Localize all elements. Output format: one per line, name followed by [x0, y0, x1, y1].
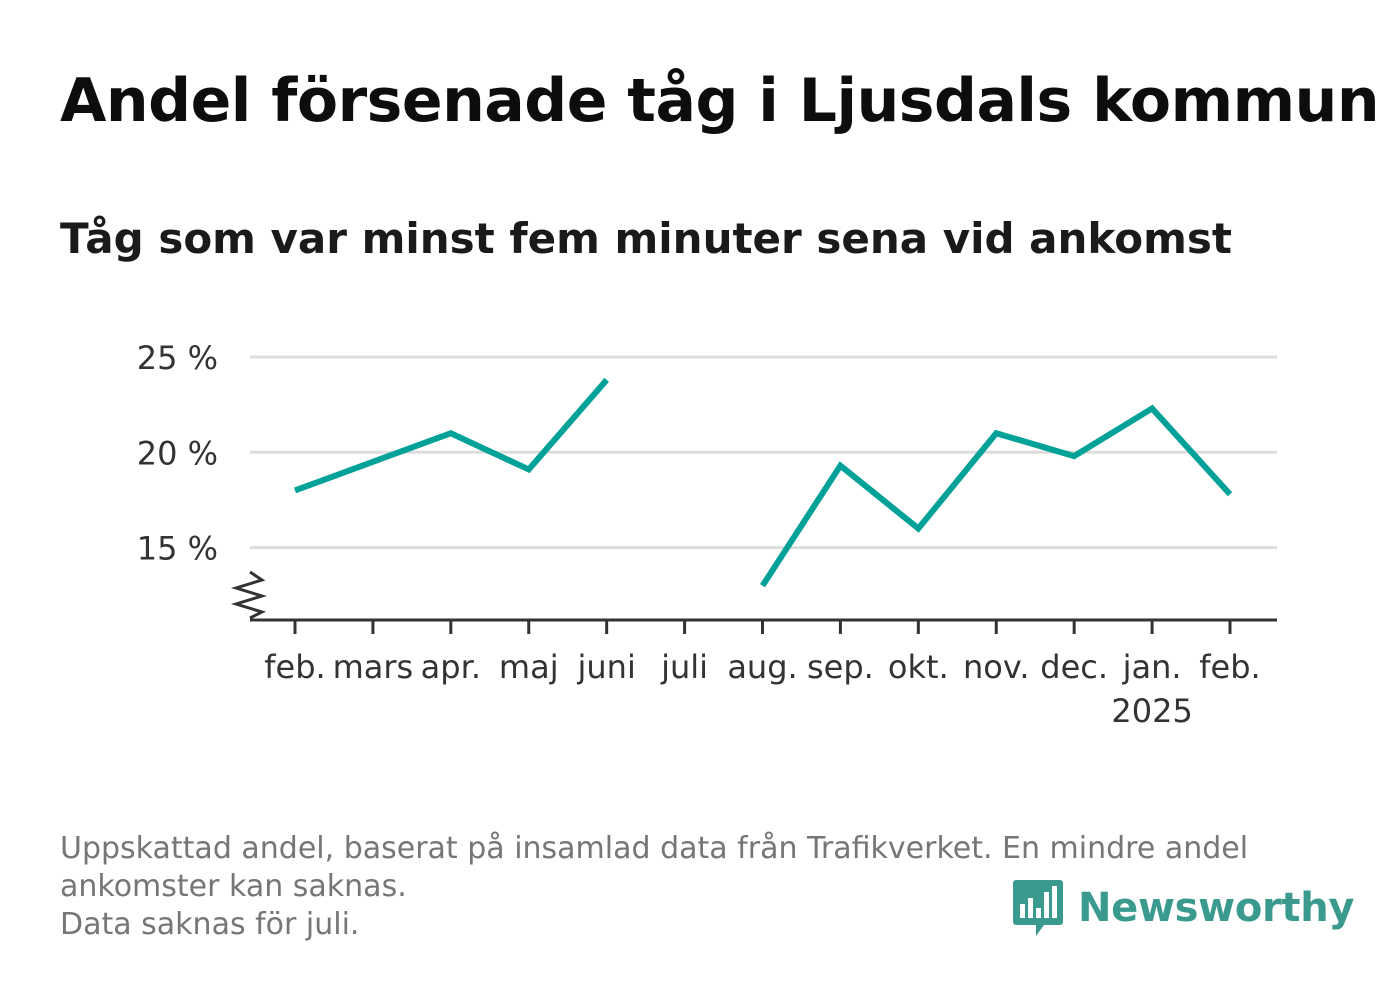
x-tick-label: aug.	[727, 648, 797, 686]
footnote-line-2: ankomster kan saknas.	[60, 869, 407, 904]
x-tick-label: maj	[499, 648, 559, 686]
chart-subtitle: Tåg som var minst fem minuter sena vid a…	[60, 214, 1232, 263]
line-chart: 15 %20 %25 % feb. mars apr. maj juni juli aug.…	[137, 339, 1277, 730]
x-tick-label: sep.	[807, 648, 874, 686]
x-tick-label: apr.	[421, 648, 481, 686]
y-tick-label: 20 %	[137, 434, 218, 472]
series-line-segment-1	[293, 377, 609, 494]
x-tick-label: feb.	[264, 648, 325, 686]
footnote-line-3: Data saknas för juli.	[60, 907, 360, 942]
y-tick-label: 15 %	[137, 530, 218, 568]
newsworthy-bar-chart-icon	[1013, 880, 1063, 936]
series-line-segment-2	[759, 404, 1233, 588]
x-tick-label: dec.	[1040, 648, 1108, 686]
x-tick-label: mars	[333, 648, 414, 686]
footnote: Uppskattad andel, baserat på insamlad da…	[60, 830, 1320, 944]
x-tick-label: juni	[576, 648, 635, 686]
axis-break-icon	[230, 570, 268, 620]
x-tick-label: okt.	[888, 648, 949, 686]
x-axis-labels: feb. mars apr. maj juni juli aug. sep. okt. nov. d…	[264, 648, 1260, 730]
year-label: 2025	[1111, 692, 1192, 730]
x-tick-label: nov.	[963, 648, 1029, 686]
brand-name: Newsworthy	[1078, 885, 1355, 931]
x-axis	[230, 570, 1277, 634]
brand-logo: Newsworthy	[1012, 878, 1355, 938]
x-tick-label: juli	[660, 648, 708, 686]
y-tick-label: 25 %	[137, 339, 218, 377]
gridlines	[250, 355, 1277, 550]
x-tick-label: jan.	[1122, 648, 1182, 686]
series-lines	[293, 377, 1233, 588]
x-tick-label: feb.	[1199, 648, 1260, 686]
chart-title: Andel försenade tåg i Ljusdals kommun	[60, 66, 1380, 136]
footnote-line-1: Uppskattad andel, baserat på insamlad da…	[60, 831, 1249, 866]
y-axis-labels: 15 % 20 % 25 %	[137, 339, 218, 568]
